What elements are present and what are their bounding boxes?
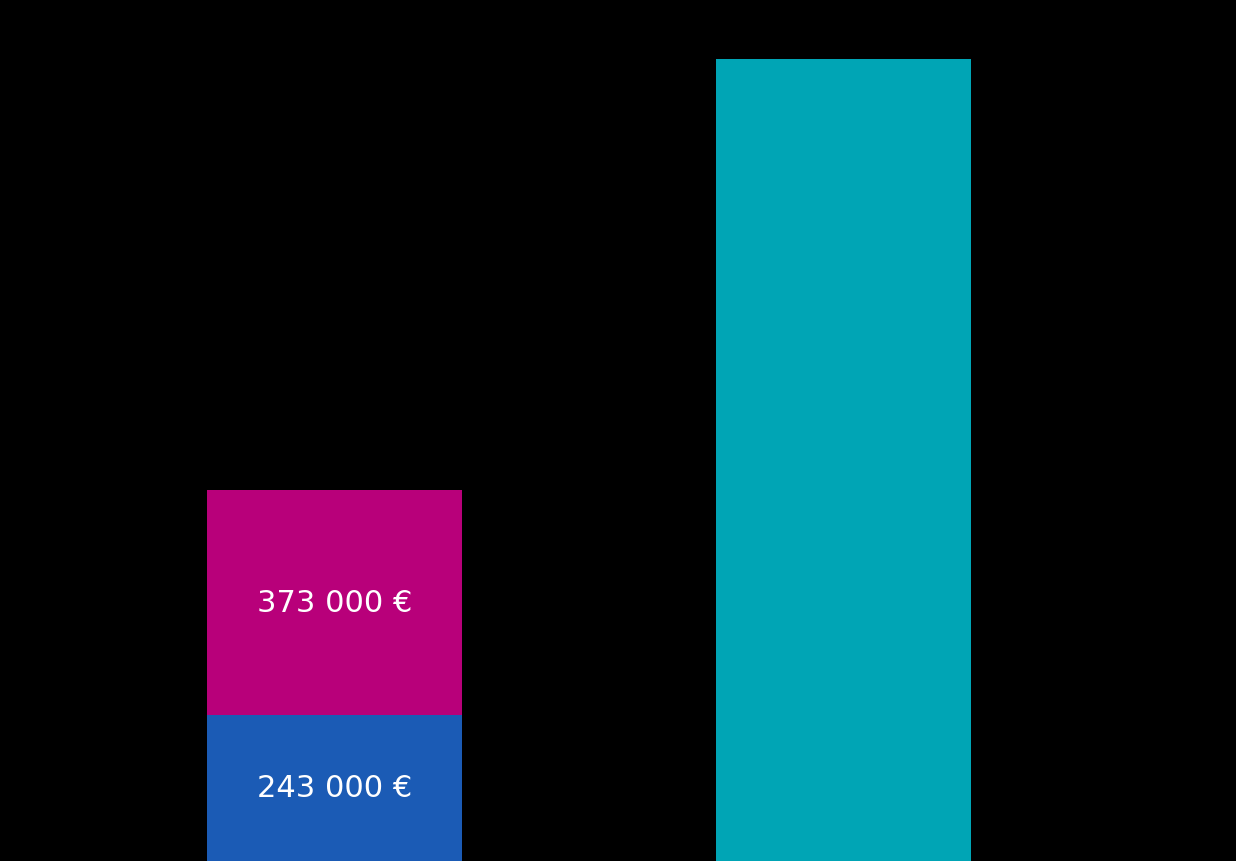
Bar bbox=[716, 60, 970, 861]
Text: 243 000 €: 243 000 € bbox=[257, 773, 412, 802]
Text: 373 000 €: 373 000 € bbox=[257, 588, 412, 616]
Bar bbox=[208, 490, 462, 715]
Bar bbox=[208, 715, 462, 861]
